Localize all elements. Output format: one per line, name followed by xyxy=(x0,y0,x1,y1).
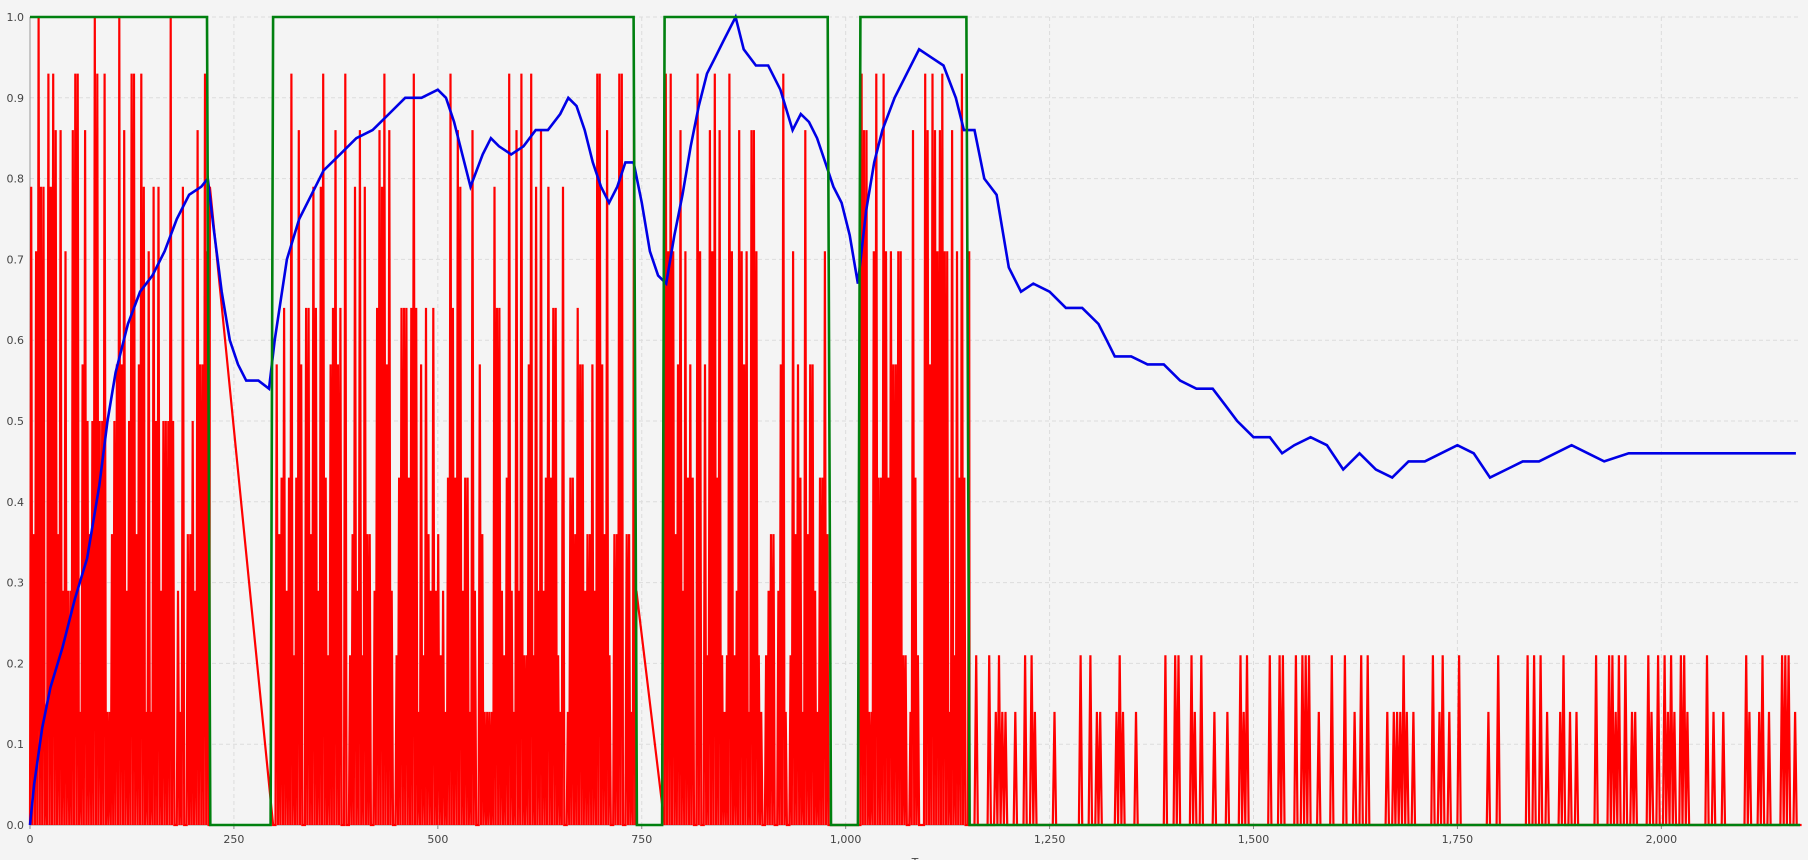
y-tick-label: 0.7 xyxy=(7,253,25,266)
y-tick-label: 0.6 xyxy=(7,334,25,347)
y-tick-label: 0.1 xyxy=(7,738,25,751)
y-tick-label: 0.8 xyxy=(7,173,25,186)
x-tick-label: 0 xyxy=(27,833,34,846)
x-tick-label: 2,000 xyxy=(1646,833,1678,846)
x-tick-label: 1,250 xyxy=(1034,833,1066,846)
x-tick-label: 250 xyxy=(223,833,244,846)
series-line-green xyxy=(30,15,1800,827)
x-tick-label: 500 xyxy=(427,833,448,846)
x-axis-title: T xyxy=(911,856,919,860)
x-tick-label: 750 xyxy=(631,833,652,846)
x-tick-label: 1,750 xyxy=(1442,833,1474,846)
y-tick-label: 0.3 xyxy=(7,577,25,590)
series-line-blue xyxy=(28,13,1796,826)
x-tick-label: 1,500 xyxy=(1238,833,1270,846)
y-tick-label: 1.0 xyxy=(7,11,25,24)
y-tick-label: 0.5 xyxy=(7,415,25,428)
y-tick-label: 0.4 xyxy=(7,496,25,509)
y-tick-label: 0.2 xyxy=(7,657,25,670)
y-tick-label: 0.9 xyxy=(7,92,25,105)
x-tick-label: 1,000 xyxy=(830,833,862,846)
y-tick-label: 0.0 xyxy=(7,819,25,832)
